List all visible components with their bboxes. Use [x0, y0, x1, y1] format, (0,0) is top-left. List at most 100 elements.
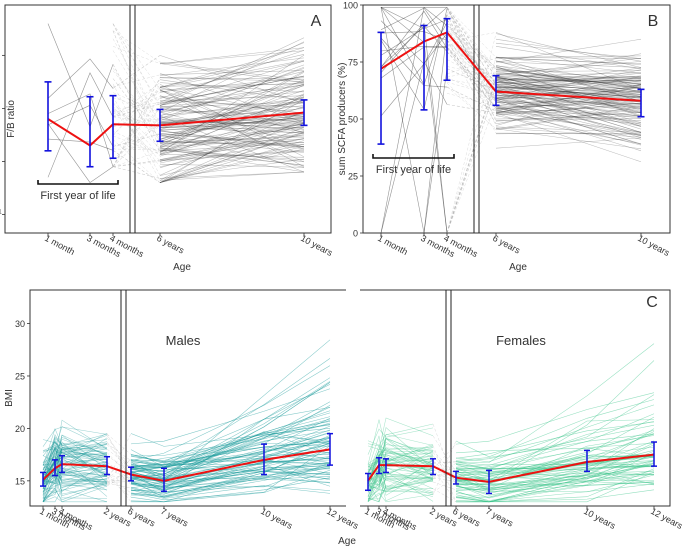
y-tick-label: 25 [348, 172, 358, 182]
subject-line [367, 458, 434, 490]
transition-line [446, 29, 497, 88]
subject-line [159, 148, 305, 173]
subject-line [495, 110, 642, 116]
subject-line [367, 453, 434, 480]
group-title: Males [166, 333, 201, 348]
subject-line [42, 468, 108, 481]
subject-line [495, 86, 642, 100]
transition-line [112, 55, 161, 89]
subject-line [495, 86, 642, 98]
subject-line [159, 87, 305, 117]
subject-line [130, 462, 331, 488]
subject-line [159, 138, 305, 160]
subject-line [495, 106, 642, 130]
subject-line [455, 450, 655, 496]
subject-line [42, 468, 108, 482]
transition-line [446, 14, 497, 112]
error-bar [52, 459, 58, 477]
subject-line [367, 434, 434, 471]
subject-line [455, 343, 655, 464]
subject-line [495, 61, 642, 75]
subject-line [495, 86, 642, 98]
subject-line [495, 84, 642, 101]
subject-line [130, 339, 331, 481]
error-bar [486, 469, 492, 495]
transition-line [446, 7, 497, 74]
subject-line [42, 475, 108, 489]
transition-line [432, 455, 457, 484]
subject-line [42, 437, 108, 479]
subject-line [367, 435, 434, 481]
subject-line [42, 485, 108, 503]
subject-line [495, 91, 642, 113]
subject-line [159, 149, 305, 161]
subject-line [159, 102, 305, 116]
subject-line [159, 138, 305, 167]
error-bar [128, 466, 134, 482]
subject-line [495, 107, 642, 116]
transition-line [446, 19, 497, 101]
subject-line [495, 65, 642, 83]
error-bar [376, 457, 382, 475]
subject-line [42, 451, 108, 473]
subject-line [159, 70, 305, 76]
subject-line [130, 407, 331, 475]
subject-line [495, 67, 642, 89]
subject-line [42, 456, 108, 478]
error-bar [443, 17, 451, 82]
subject-line [495, 118, 642, 121]
transition-line [446, 68, 497, 91]
subject-line [455, 456, 655, 480]
subject-line [495, 67, 642, 89]
subject-line [159, 54, 305, 88]
subject-line [159, 119, 305, 126]
transition-line [446, 7, 497, 99]
transition-line [432, 473, 457, 480]
subject-line [495, 61, 642, 85]
subject-line [159, 68, 305, 119]
subject-line [159, 171, 305, 179]
subject-line [42, 455, 108, 477]
subject-line [495, 88, 642, 133]
transition-line [432, 488, 457, 503]
subject-line [495, 105, 642, 114]
subject-line [495, 92, 642, 109]
transition-line [106, 475, 132, 486]
mean-line [367, 453, 655, 483]
transition-line [112, 79, 161, 136]
error-bar [156, 108, 164, 143]
subject-line [495, 82, 642, 93]
transition-line [446, 48, 497, 109]
subject-line [42, 444, 108, 483]
panel-label: C [646, 294, 658, 311]
subject-line [367, 488, 434, 501]
subject-line [159, 41, 305, 113]
subject-line [455, 475, 655, 499]
subject-line [159, 112, 305, 148]
transition-line [106, 476, 132, 494]
transition-line [446, 51, 497, 100]
subject-line [130, 476, 331, 488]
subject-line [42, 451, 108, 485]
subject-line [159, 101, 305, 126]
first-year-bracket [372, 154, 455, 159]
subject-line [495, 75, 642, 85]
subject-line [159, 106, 305, 130]
subject-line [455, 483, 655, 502]
transition-line [446, 20, 497, 69]
subject-line [42, 481, 108, 502]
subject-line [42, 426, 108, 447]
subject-line [159, 83, 305, 157]
subject-line [42, 448, 108, 489]
subject-line [159, 119, 305, 128]
subject-line [495, 103, 642, 108]
group-title: Females [496, 333, 546, 348]
subject-line [130, 430, 331, 468]
subject-line [159, 100, 305, 125]
subject-line [159, 132, 305, 183]
transition-line [112, 139, 161, 183]
subject-line [367, 468, 434, 497]
subject-line [495, 99, 642, 145]
subject-line [495, 77, 642, 79]
